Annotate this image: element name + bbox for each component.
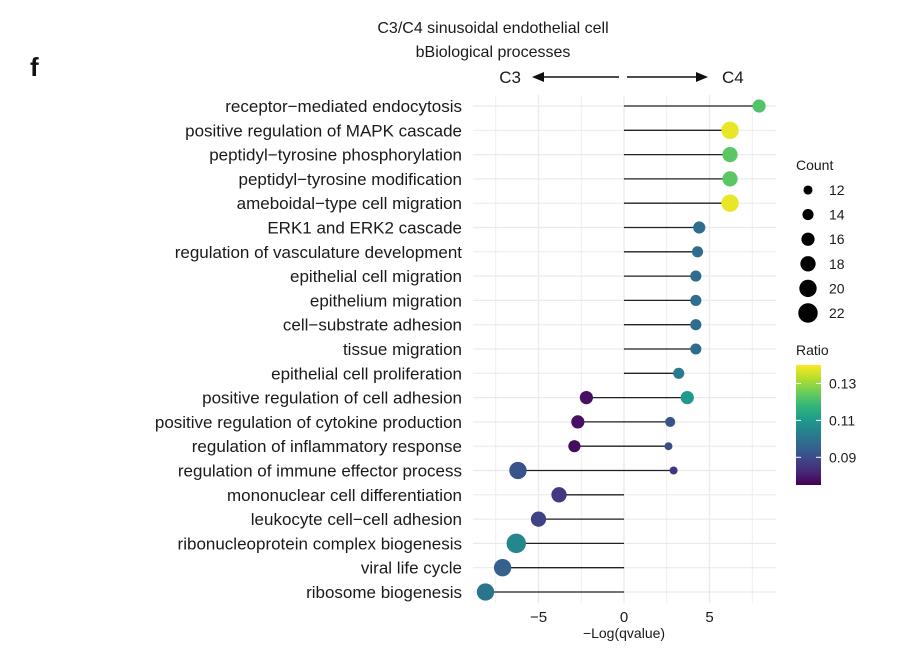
y-tick-label: mononuclear cell differentiation — [227, 486, 462, 505]
point-c4 — [665, 416, 676, 427]
chart-title: C3/C4 sinusoidal endothelial cell — [377, 20, 608, 37]
y-tick-label: epithelium migration — [310, 291, 462, 310]
legend-count-dot — [803, 185, 813, 195]
point-c4 — [752, 99, 766, 113]
legend-count-label: 14 — [829, 207, 845, 223]
point-c4 — [690, 270, 702, 282]
y-tick-label: regulation of immune effector process — [178, 462, 462, 481]
y-tick-label: ameboidal−type cell migration — [237, 194, 462, 213]
x-tick-label: 5 — [705, 609, 713, 626]
y-tick-label: tissue migration — [343, 340, 462, 359]
legend-count-label: 22 — [829, 305, 845, 321]
legend-count-label: 18 — [829, 256, 845, 272]
legend-count-title: Count — [796, 157, 833, 173]
point-c4 — [722, 171, 738, 187]
y-tick-labels: receptor−mediated endocytosis positive re… — [155, 97, 462, 602]
point-c4 — [721, 121, 739, 139]
point-c4 — [690, 319, 702, 331]
y-tick-label: ribonucleoprotein complex biogenesis — [178, 534, 462, 553]
panel-letter: f — [30, 52, 39, 82]
y-tick-label: cell−substrate adhesion — [283, 316, 462, 335]
ratio-tick-label: 0.11 — [829, 412, 855, 428]
ratio-tick-label: 0.09 — [829, 449, 856, 465]
point-c3 — [530, 511, 547, 527]
legend-count-dot — [798, 303, 818, 323]
direction-left-arrowhead — [532, 72, 544, 82]
y-tick-label: leukocyte cell−cell adhesion — [251, 510, 462, 529]
point-c4 — [721, 194, 739, 212]
y-tick-label: epithelial cell migration — [290, 267, 462, 286]
point-c4 — [693, 221, 706, 234]
point-c4 — [690, 294, 702, 306]
legend-count-dot — [802, 209, 814, 221]
legend-count-label: 16 — [829, 231, 845, 247]
ratio-tick-label: 0.13 — [829, 375, 856, 391]
y-tick-label: receptor−mediated endocytosis — [225, 97, 462, 116]
stems — [485, 105, 760, 593]
legend-count-dot — [801, 232, 815, 246]
legend-count: Count 12 14 16 18 20 22 — [796, 157, 845, 323]
legend-count-label: 20 — [829, 280, 845, 296]
ratio-colorbar — [796, 365, 821, 485]
legend-count-dot — [799, 279, 817, 298]
x-tick-label: −5 — [530, 609, 547, 626]
point-c4 — [722, 146, 738, 163]
legend-count-dot — [800, 256, 816, 272]
point-c4 — [669, 466, 678, 475]
point-c3 — [493, 559, 512, 577]
point-c3 — [571, 415, 585, 429]
direction-left-label: C3 — [499, 68, 521, 87]
y-tick-label: positive regulation of cytokine producti… — [155, 413, 462, 432]
point-c3 — [579, 391, 593, 405]
point-c4 — [664, 442, 673, 451]
y-tick-label: peptidyl−tyrosine phosphorylation — [209, 146, 462, 165]
point-c3 — [506, 533, 526, 554]
y-tick-label: peptidyl−tyrosine modification — [239, 170, 462, 189]
x-tick-label: 0 — [620, 609, 628, 626]
point-c3 — [476, 583, 495, 601]
y-tick-label: positive regulation of cell adhesion — [202, 389, 462, 408]
legend-ratio: Ratio 0.09 0.11 0.13 — [796, 342, 856, 485]
y-tick-label: epithelial cell proliferation — [271, 364, 462, 383]
x-axis-title: −Log(qvalue) — [583, 625, 665, 641]
direction-right-arrowhead — [696, 72, 708, 82]
point-c4 — [690, 343, 702, 355]
y-tick-label: ribosome biogenesis — [306, 583, 462, 602]
y-tick-label: ERK1 and ERK2 cascade — [267, 219, 462, 238]
point-c4 — [691, 246, 704, 258]
y-tick-label: regulation of vasculature development — [175, 243, 463, 262]
y-tick-label: positive regulation of MAPK cascade — [185, 121, 462, 140]
chart-subtitle: bBiological processes — [416, 44, 571, 61]
legend-count-label: 12 — [829, 182, 845, 198]
x-axis: −5 0 5 — [530, 609, 714, 626]
point-c3 — [509, 461, 527, 480]
point-c4 — [680, 391, 694, 405]
y-tick-label: regulation of inflammatory response — [192, 437, 462, 456]
points — [476, 99, 766, 601]
point-c3 — [568, 440, 581, 453]
point-c3 — [551, 487, 567, 503]
legend-ratio-title: Ratio — [796, 342, 829, 358]
direction-right-label: C4 — [722, 68, 744, 87]
direction-indicator: C3 C4 — [499, 68, 743, 87]
y-tick-label: viral life cycle — [361, 559, 462, 578]
point-c4 — [673, 367, 685, 379]
